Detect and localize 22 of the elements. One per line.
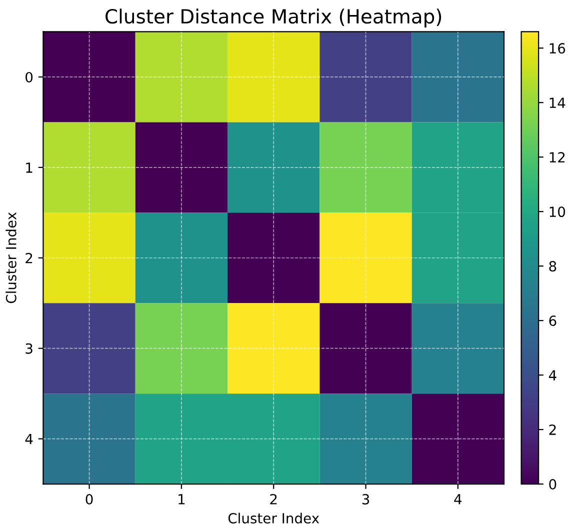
y-tick-label: 2 (26, 252, 32, 264)
x-tick-label: 1 (178, 494, 185, 504)
y-tick-label: 3 (26, 343, 32, 354)
color-bar-label: 12 (550, 152, 565, 162)
x-tick-label: 4 (454, 494, 462, 504)
x-tick-label: 3 (362, 494, 370, 505)
y-tick-label: 1 (26, 162, 32, 173)
color-bar-label: 16 (550, 43, 566, 54)
x-tick-label: 2 (270, 494, 277, 504)
y-axis-title: Cluster Index (6, 212, 16, 304)
x-axis-title: Cluster Index (228, 512, 320, 524)
color-bar-label: 4 (548, 370, 556, 380)
color-bar-label: 6 (549, 316, 556, 326)
y-tick-label: 4 (25, 434, 33, 444)
color-bar-label: 2 (549, 424, 556, 435)
y-tick-label: 0 (26, 72, 33, 82)
x-tick-label: 0 (86, 494, 93, 505)
color-bar-label: 0 (549, 479, 556, 490)
color-bar-label: 8 (549, 261, 556, 272)
chart-title: Cluster Distance Matrix (Heatmap) (106, 8, 442, 28)
color-bar-label: 14 (550, 98, 566, 108)
color-bar-label: 10 (550, 206, 566, 218)
